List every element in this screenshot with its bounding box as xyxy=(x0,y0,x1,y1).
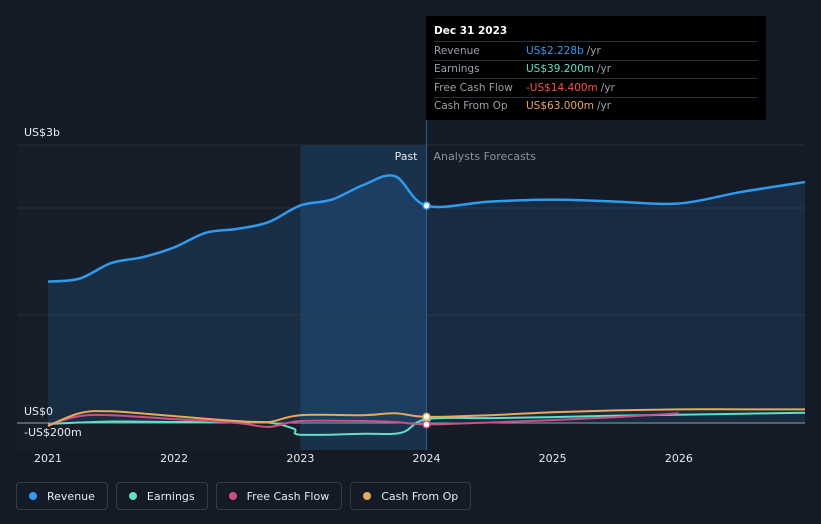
legend-dot-icon xyxy=(363,492,372,500)
past-label: Past xyxy=(395,150,419,163)
revenue-line xyxy=(47,174,806,283)
free-cash-flow-line xyxy=(47,412,679,428)
tooltip-value: -US$14.400m xyxy=(526,81,598,94)
tooltip-value: US$2.228b xyxy=(526,44,584,57)
y-axis-bottom-label: -US$200m xyxy=(24,426,82,439)
cash-from-op-line xyxy=(47,408,805,427)
free-cash-flow-marker xyxy=(422,420,431,429)
y-axis-zero-label: US$0 xyxy=(24,405,53,418)
tooltip-label: Cash From Op xyxy=(434,100,508,113)
tooltip-row-cash-from-op: Cash From Op US$63.000m /yr xyxy=(434,96,758,116)
cash-from-op-marker xyxy=(422,412,431,422)
x-axis-ticks: 2021 2022 2023 2024 2025 2026 xyxy=(34,452,693,465)
legend-label: Earnings xyxy=(146,489,195,503)
legend-label: Free Cash Flow xyxy=(246,489,330,503)
x-tick-label: 2023 xyxy=(286,452,314,465)
x-tick-label: 2022 xyxy=(160,452,188,465)
tooltip-value: US$63.000m xyxy=(526,100,594,113)
series-lines xyxy=(47,174,806,436)
y-axis-top-label: US$3b xyxy=(24,126,60,139)
tooltip-date: Dec 31 2023 xyxy=(434,25,508,37)
legend-dot-icon xyxy=(29,492,37,500)
legend-item-free-cash-flow[interactable]: Free Cash Flow xyxy=(215,482,343,510)
tooltip-unit: /yr xyxy=(597,100,612,113)
hover-markers xyxy=(422,201,431,429)
tooltip-row-earnings: Earnings US$39.200m /yr xyxy=(434,59,758,79)
legend-dot-icon xyxy=(228,492,237,500)
revenue-marker xyxy=(422,201,431,210)
legend-item-earnings[interactable]: Earnings xyxy=(115,482,208,510)
tooltip-label: Free Cash Flow xyxy=(434,81,513,94)
tooltip-row-revenue: Revenue US$2.228b /yr xyxy=(434,41,758,60)
data-tooltip: Dec 31 2023 Revenue US$2.228b /yr Earnin… xyxy=(426,16,766,120)
tooltip-row-free-cash-flow: Free Cash Flow -US$14.400m /yr xyxy=(434,78,758,97)
tooltip-label: Earnings xyxy=(434,63,480,76)
highlight-band xyxy=(300,145,427,450)
legend-label: Cash From Op xyxy=(381,489,459,503)
x-tick-label: 2021 xyxy=(34,452,62,465)
tooltip-unit: /yr xyxy=(597,63,612,76)
x-tick-label: 2026 xyxy=(665,452,693,465)
legend-dot-icon xyxy=(128,492,137,500)
x-tick-label: 2024 xyxy=(413,452,441,465)
tooltip-label: Revenue xyxy=(434,44,480,57)
tooltip-unit: /yr xyxy=(586,44,601,57)
legend-item-revenue[interactable]: Revenue xyxy=(16,482,108,510)
legend-item-cash-from-op[interactable]: Cash From Op xyxy=(350,482,472,510)
tooltip-unit: /yr xyxy=(600,81,615,94)
x-tick-label: 2025 xyxy=(539,452,567,465)
forecast-label: Analysts Forecasts xyxy=(434,150,537,163)
tooltip-value: US$39.200m xyxy=(526,63,594,76)
chart-legend: Revenue Earnings Free Cash Flow Cash Fro… xyxy=(16,482,472,510)
legend-label: Revenue xyxy=(47,489,95,503)
